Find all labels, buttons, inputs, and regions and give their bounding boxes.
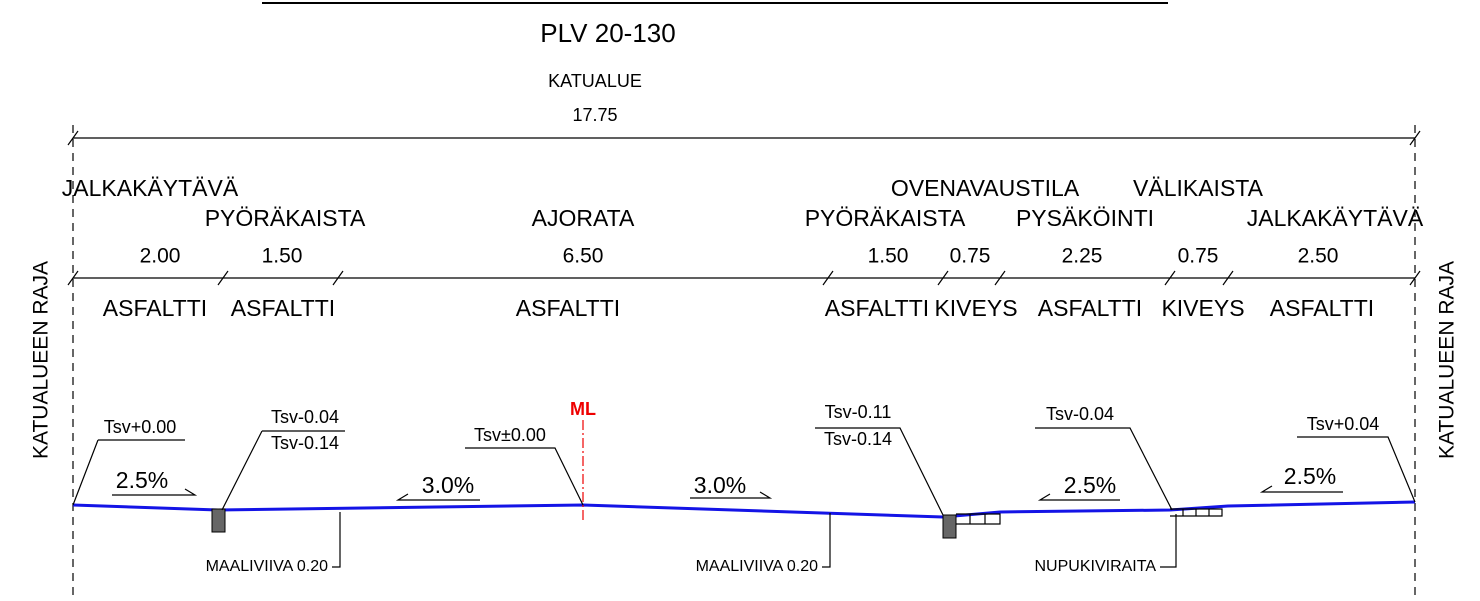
zone-width: 0.75	[950, 245, 991, 268]
curb	[942, 514, 957, 539]
elevation-label: Tsv-0.04	[1046, 404, 1114, 424]
area-width: 17.75	[572, 105, 617, 125]
leader	[1297, 436, 1416, 503]
elevation-label: Tsv-0.14	[824, 429, 892, 449]
elevation-label: Tsv+0.04	[1307, 414, 1380, 434]
leader	[221, 430, 345, 511]
zone-name: VÄLIKAISTA	[1133, 175, 1264, 201]
zone-surface: ASFALTTI	[103, 295, 207, 321]
dim-tick	[994, 270, 1006, 286]
zone-name: JALKAKÄYTÄVÄ	[62, 175, 239, 201]
zone-name: PYSÄKÖINTI	[1016, 205, 1154, 231]
zone-width: 0.75	[1178, 245, 1219, 268]
zone-width: 2.25	[1062, 245, 1103, 268]
zone-name: AJORATA	[532, 205, 635, 231]
dim-tick	[67, 270, 79, 286]
note-label: MAALIVIIVA 0.20	[696, 558, 819, 575]
dim-tick	[332, 270, 344, 286]
dim-tick	[937, 270, 949, 286]
paving-stones	[956, 513, 1001, 525]
cobble-strip	[1170, 508, 1223, 517]
note-leader	[1160, 514, 1177, 568]
zone-surface: ASFALTTI	[825, 295, 929, 321]
slope-arrow	[690, 491, 773, 499]
slope-arrow	[112, 488, 198, 496]
boundary-label: KATUALUEEN RAJA	[1436, 261, 1459, 459]
elevation-label: Tsv-0.11	[825, 402, 892, 422]
title: PLV 20-130	[540, 18, 675, 48]
area-label: KATUALUE	[548, 71, 642, 91]
dim-tick	[67, 130, 79, 146]
slope-label: 2.5%	[1064, 472, 1116, 498]
note-leader	[332, 512, 341, 568]
note-label: MAALIVIIVA 0.20	[206, 558, 329, 575]
slope-arrow	[395, 493, 480, 501]
zone-surface: ASFALTTI	[231, 295, 335, 321]
leader	[1035, 427, 1173, 511]
slope-label: 2.5%	[116, 467, 168, 493]
zone-width: 1.50	[262, 245, 303, 268]
note-label: NUPUKIVIRAITA	[1035, 558, 1157, 575]
dim-tick	[822, 270, 834, 286]
zone-surface: ASFALTTI	[1270, 295, 1374, 321]
boundary-label: KATUALUEEN RAJA	[30, 261, 53, 459]
leader	[72, 439, 185, 506]
zone-width: 6.50	[563, 245, 604, 268]
zone-width: 1.50	[868, 245, 909, 268]
elevation-label: Tsv-0.14	[271, 433, 339, 453]
dim-tick	[217, 270, 229, 286]
zone-width: 2.00	[140, 245, 181, 268]
slope-arrow	[1037, 493, 1120, 501]
slope-arrow	[1259, 485, 1343, 493]
zone-name: PYÖRÄKAISTA	[805, 205, 966, 231]
slope-label: 3.0%	[694, 472, 746, 498]
zone-surface: KIVEYS	[1161, 295, 1244, 321]
zone-surface: ASFALTTI	[516, 295, 620, 321]
zone-width: 2.50	[1298, 245, 1339, 268]
dim-tick	[1409, 130, 1421, 146]
elevation-label: Tsv+0.00	[104, 417, 177, 437]
zone-name: JALKAKÄYTÄVÄ	[1247, 205, 1424, 231]
elevation-label: Tsv-0.04	[271, 407, 339, 427]
slope-label: 3.0%	[422, 472, 474, 498]
curb	[211, 508, 226, 533]
dim-tick	[1164, 270, 1176, 286]
zone-name: OVENAVAUSTILA	[891, 175, 1080, 201]
centerline-label: ML	[570, 399, 596, 419]
note-leader	[822, 513, 831, 568]
dim-tick	[1409, 270, 1421, 286]
zone-surface: KIVEYS	[934, 295, 1017, 321]
zone-name: PYÖRÄKAISTA	[205, 205, 366, 231]
elevation-label: Tsv±0.00	[474, 425, 546, 445]
slope-label: 2.5%	[1284, 463, 1336, 489]
zone-surface: ASFALTTI	[1038, 295, 1142, 321]
leader	[815, 427, 944, 516]
dim-tick	[1222, 270, 1234, 286]
leader	[465, 447, 584, 506]
